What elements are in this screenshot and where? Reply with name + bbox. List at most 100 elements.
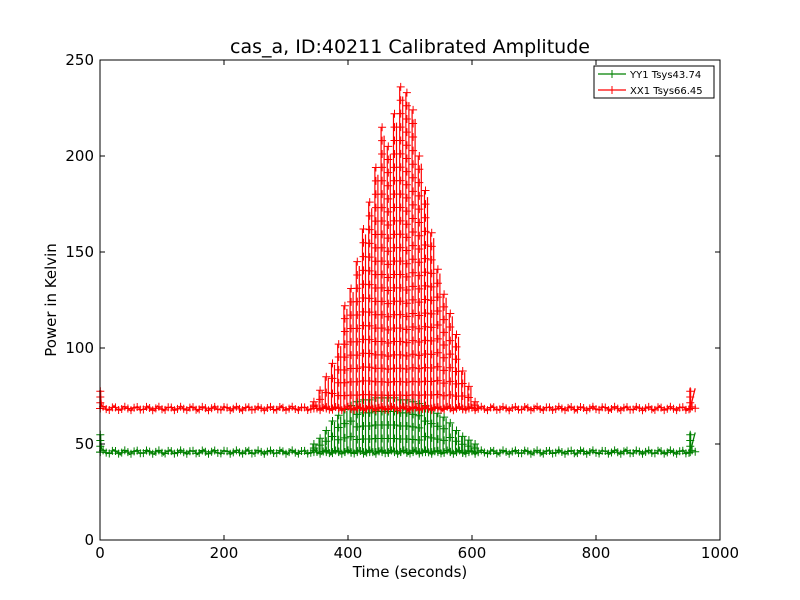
spike [433,409,442,457]
data-point [353,257,362,266]
data-point [452,330,461,339]
data-point [384,365,393,374]
data-point [409,119,418,128]
data-point [384,312,393,321]
data-point [415,218,424,227]
series-layer [96,82,700,458]
data-point [384,181,393,190]
data-point [409,187,418,196]
data-point [440,302,449,311]
y-tick-label: 50 [75,435,94,453]
spike [328,359,337,413]
data-point [433,362,442,371]
data-point [458,379,467,388]
data-point [409,255,418,264]
data-point [396,324,405,333]
data-point [359,252,368,261]
data-point [464,382,473,391]
y-tick-label: 200 [65,147,94,165]
data-point [384,286,393,295]
data-point [409,241,418,250]
x-tick-label: 800 [582,544,611,562]
data-point [384,299,393,308]
data-point [365,335,374,344]
data-point [421,268,430,277]
data-point [334,423,343,432]
data-point [322,388,331,397]
data-point [427,336,436,345]
legend: YY1 Tsys43.74 XX1 Tsys66.45 [593,65,715,99]
data-point [415,377,424,386]
data-point [396,82,405,91]
data-point [440,315,449,324]
data-point [378,136,387,145]
data-point [421,336,430,345]
data-point [421,213,430,222]
data-point [452,426,461,435]
data-point [396,337,405,346]
legend-box [593,65,715,99]
data-point [378,257,387,266]
spike [409,105,418,413]
legend-label: YY1 Tsys43.74 [629,70,701,81]
x-tick-label: 0 [95,544,105,562]
data-point [409,173,418,182]
data-point [396,203,405,212]
data-point [328,432,337,441]
x-tick-label: 1000 [701,544,739,562]
data-point [415,435,424,444]
data-point [421,322,430,331]
data-point [402,233,411,242]
spike [365,198,374,413]
data-point [433,265,442,274]
data-point [402,351,411,360]
data-point [433,334,442,343]
data-point [409,146,418,155]
y-axis-label: Power in Kelvin [42,243,60,357]
data-point [458,440,467,449]
data-point [440,290,449,299]
data-point [427,323,436,332]
data-point [396,230,405,239]
data-point [427,433,436,442]
data-point [378,283,387,292]
data-point [409,309,418,318]
data-point [316,441,325,450]
data-point [396,149,405,158]
data-point [427,228,436,237]
data-point [446,418,455,427]
ticks-layer: 0 200 400 600 800 1000 0 50 100 150 200 250 [65,51,739,562]
data-point [409,228,418,237]
data-point [365,225,374,234]
data-point [433,376,442,385]
y-tick-label: 150 [65,243,94,261]
data-point [322,372,331,381]
data-point [402,114,411,123]
data-point [446,336,455,345]
data-point [409,133,418,142]
data-point [384,155,393,164]
legend-marker [608,86,616,94]
data-point [378,324,387,333]
data-point [433,320,442,329]
spike [359,224,368,413]
x-tick-label: 400 [334,544,363,562]
data-point [433,279,442,288]
spike [334,340,343,413]
data-point [427,296,436,305]
data-point [402,421,411,430]
spike [402,88,411,413]
data-point [378,203,387,212]
data-point [353,284,362,293]
spike [390,109,399,413]
data-point [384,338,393,347]
data-point [415,205,424,214]
data-point [409,377,418,386]
data-point [421,417,430,426]
data-point [458,432,467,441]
data-point [378,243,387,252]
data-point [353,270,362,279]
data-point [471,440,480,448]
data-point [328,416,337,425]
